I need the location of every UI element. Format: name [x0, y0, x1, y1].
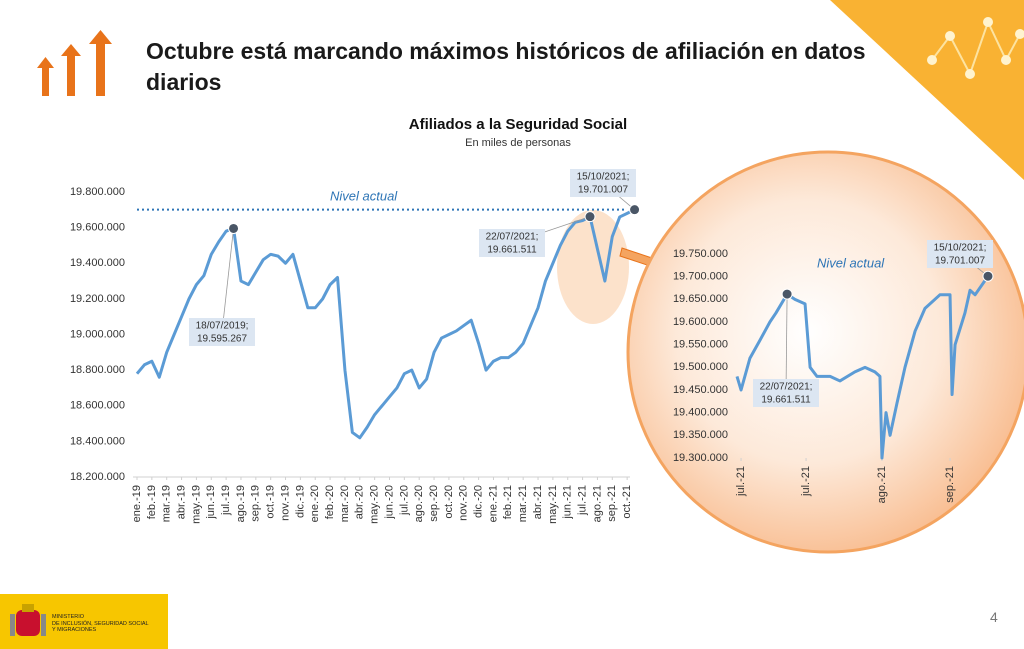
x-tick-label: mar.-20: [339, 485, 351, 522]
x-tick-label: feb.-20: [324, 485, 336, 519]
page-number: 4: [990, 609, 998, 625]
x-tick-label: abr.-20: [354, 485, 366, 519]
annotation-leader: [221, 228, 234, 333]
annotation-box: [189, 318, 255, 346]
x-tick-label: ago.-19: [235, 485, 247, 522]
x-tick-label: jul.-20: [398, 485, 410, 516]
y-tick-label: 19.650.000: [673, 293, 728, 305]
x-tick-label: jun.-19: [205, 485, 217, 520]
y-tick-label: 19.350.000: [673, 429, 728, 441]
annotation-point: [228, 222, 240, 234]
x-tick-label: jun.-20: [383, 485, 395, 520]
reference-label: Nivel actual: [817, 255, 885, 270]
x-tick-label: dic.-19: [294, 485, 306, 518]
y-tick-label: 19.200.000: [70, 293, 125, 305]
x-tick-label: may.-20: [369, 485, 381, 524]
x-tick-label: sep.-21: [606, 485, 618, 522]
y-tick-label: 18.400.000: [70, 435, 125, 447]
annotation-text: 22/07/2021;: [486, 232, 539, 243]
annotation-point: [781, 288, 793, 300]
x-tick-label: jun.-21: [562, 485, 574, 520]
x-tick-label: sep.-20: [428, 485, 440, 522]
annotation-text: 22/07/2021;: [760, 382, 813, 393]
x-tick-label: abr.-21: [532, 485, 544, 519]
y-tick-label: 19.800.000: [70, 186, 125, 198]
x-tick-label: ago.-20: [413, 485, 425, 522]
y-tick-label: 19.000.000: [70, 328, 125, 340]
annotation-box: [927, 240, 993, 268]
x-tick-label: jul.-21: [800, 466, 812, 497]
y-tick-label: 19.450.000: [673, 384, 728, 396]
x-tick-label: oct.-20: [443, 485, 455, 519]
y-tick-label: 19.300.000: [673, 452, 728, 464]
annotation-box: [753, 379, 819, 407]
series-line: [135, 208, 636, 440]
y-tick-label: 18.200.000: [70, 471, 125, 483]
x-tick-label: sep.-21: [944, 466, 956, 503]
x-tick-label: jul.-19: [220, 485, 232, 516]
annotation-point: [982, 270, 994, 282]
x-tick-label: feb.-19: [146, 485, 158, 519]
annotation-text: 15/10/2021;: [577, 172, 630, 183]
ministry-line: Y MIGRACIONES: [52, 627, 97, 633]
annotation-text: 19.701.007: [935, 256, 985, 267]
x-tick-label: ene.-19: [131, 485, 143, 522]
ministry-name: MINISTERIO DE INCLUSIÓN, SEGURIDAD SOCIA…: [52, 614, 149, 634]
y-tick-label: 19.750.000: [673, 248, 728, 260]
x-tick-label: oct.-21: [621, 485, 633, 519]
coat-of-arms: [10, 604, 46, 636]
x-tick-label: ago.-21: [591, 485, 603, 522]
x-tick-label: mar.-21: [517, 485, 529, 522]
y-tick-label: 18.800.000: [70, 364, 125, 376]
x-tick-label: sep.-19: [250, 485, 262, 522]
corner-dot-group: [927, 17, 1024, 79]
y-tick-label: 18.600.000: [70, 400, 125, 412]
y-tick-label: 19.600.000: [70, 222, 125, 234]
x-tick-label: oct.-19: [265, 485, 277, 519]
x-tick-label: may.-19: [190, 485, 202, 524]
logo: [0, 594, 168, 649]
x-tick-label: abr.-19: [175, 485, 187, 519]
x-tick-label: mar.-19: [161, 485, 173, 522]
zoom-circle: [626, 150, 1024, 554]
series-line: [735, 275, 990, 460]
annotation-text: 19.701.007: [578, 185, 628, 196]
x-tick-label: ene.-21: [487, 485, 499, 522]
annotation-text: 19.595.267: [197, 334, 247, 345]
ministry-line: DE INCLUSIÓN, SEGURIDAD SOCIAL: [52, 620, 149, 627]
chart-subtitle: En miles de personas: [465, 137, 571, 149]
annotation-text: 18/07/2019;: [196, 321, 249, 332]
x-tick-label: nov.-20: [458, 485, 470, 521]
annotation-leader: [785, 294, 788, 394]
x-tick-label: nov.-19: [279, 485, 291, 521]
y-tick-label: 19.600.000: [673, 316, 728, 328]
reference-label: Nivel actual: [330, 188, 398, 203]
y-tick-label: 19.400.000: [70, 257, 125, 269]
y-tick-label: 19.400.000: [673, 407, 728, 419]
y-tick-label: 19.500.000: [673, 361, 728, 373]
slide-title: Octubre está marcando máximos históricos…: [146, 38, 866, 95]
x-tick-label: ago.-21: [876, 466, 888, 503]
x-tick-label: jul.-21: [735, 466, 747, 497]
annotation-box: [479, 229, 545, 257]
x-tick-label: feb.-21: [502, 485, 514, 519]
annotation-text: 15/10/2021;: [934, 243, 987, 254]
y-tick-label: 19.700.000: [673, 271, 728, 283]
annotation-point: [584, 211, 596, 223]
ministry-line: MINISTERIO: [52, 614, 85, 620]
annotation-text: 19.661.511: [487, 245, 537, 256]
y-tick-label: 19.550.000: [673, 339, 728, 351]
chart-title: Afiliados a la Seguridad Social: [409, 116, 627, 133]
annotation-point: [629, 204, 641, 216]
arrows-icon: [37, 30, 112, 96]
corner-decoration: [830, 0, 1024, 180]
x-tick-label: may.-21: [547, 485, 559, 524]
annotation-box: [570, 169, 636, 197]
x-tick-label: jul.-21: [576, 485, 588, 516]
x-tick-label: ene.-20: [309, 485, 321, 522]
x-tick-label: dic.-20: [473, 485, 485, 518]
annotation-text: 19.661.511: [761, 395, 811, 406]
